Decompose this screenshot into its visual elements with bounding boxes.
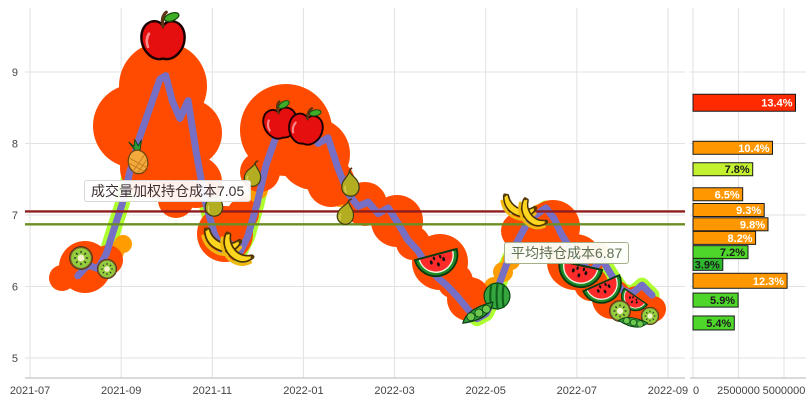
volume-bar (692, 93, 796, 112)
volume-panel-canvas: 0 2500000 5000000 13.4% 10.4% 7.8% 6.5% 9.3% 9.8… (690, 8, 806, 397)
x-axis-tick: 2022-07 (557, 385, 597, 397)
y-axis-tick: 7 (12, 210, 18, 222)
volume-bar-label: 6.5% (715, 189, 740, 201)
volume-bar (692, 257, 724, 271)
x-axis-tick: 2021-11 (193, 385, 233, 397)
volume-blob (154, 99, 222, 167)
x-axis-tick: 5000000 (763, 385, 806, 397)
volume-bar-label: 3.9% (695, 259, 720, 271)
vwap-cost-label: 成交量加权持仓成本7.05 (84, 180, 252, 202)
price-chart-canvas: 9 8 7 6 5 2021-07 2021-09 2021-11 2022-01 2022-03… (10, 8, 688, 397)
volume-bar (692, 315, 735, 331)
x-axis-tick: 2022-05 (466, 385, 506, 397)
apple-icon (139, 9, 187, 61)
kiwi-icon (96, 258, 118, 280)
x-axis-tick: 0 (693, 385, 699, 397)
volume-bar (692, 272, 788, 289)
volume-bar-label: 5.9% (710, 295, 735, 307)
kiwi-icon (69, 246, 93, 270)
avg-cost-label: 平均持仓成本6.87 (504, 242, 630, 264)
volume-bar-label: 7.2% (720, 247, 745, 259)
volume-bar (692, 162, 754, 177)
y-axis-tick: 6 (12, 282, 18, 294)
volume-bar-label: 9.8% (740, 219, 765, 231)
volume-bar (692, 202, 765, 217)
volume-bar (692, 217, 769, 232)
volume-bar-label: 5.4% (706, 318, 731, 330)
volume-bar-label: 12.3% (753, 276, 784, 288)
x-axis-tick: 2022-09 (648, 385, 688, 397)
price-line (74, 72, 656, 323)
volume-bead (114, 235, 132, 253)
price-chart-area[interactable]: 9 8 7 6 5 2021-07 2021-09 2021-11 2022-01 2022-03… (0, 0, 690, 410)
volume-blob (307, 159, 355, 207)
y-axis-tick: 5 (12, 353, 18, 365)
x-axis-tick: 2022-01 (283, 385, 323, 397)
volume-bar (692, 140, 773, 155)
volume-bar-label: 13.4% (761, 98, 792, 110)
volume-bar (692, 230, 757, 245)
volume-bar (692, 187, 744, 202)
x-axis-tick: 2021-07 (10, 385, 50, 397)
volume-bar-label: 10.4% (738, 143, 769, 155)
volume-bar-label: 9.3% (736, 205, 761, 217)
y-axis-tick: 8 (12, 139, 18, 151)
volume-bar-label: 7.8% (725, 164, 750, 176)
volume-bar-label: 8.2% (728, 233, 753, 245)
x-axis-tick: 2021-09 (101, 385, 141, 397)
y-axis-tick: 9 (12, 67, 18, 79)
x-axis-tick: 2022-03 (374, 385, 414, 397)
x-axis-tick: 2500000 (717, 385, 760, 397)
volume-by-price-panel[interactable]: 0 2500000 5000000 13.4% 10.4% 7.8% 6.5% 9.3% 9.8… (690, 0, 808, 410)
volume-bar (692, 292, 739, 308)
